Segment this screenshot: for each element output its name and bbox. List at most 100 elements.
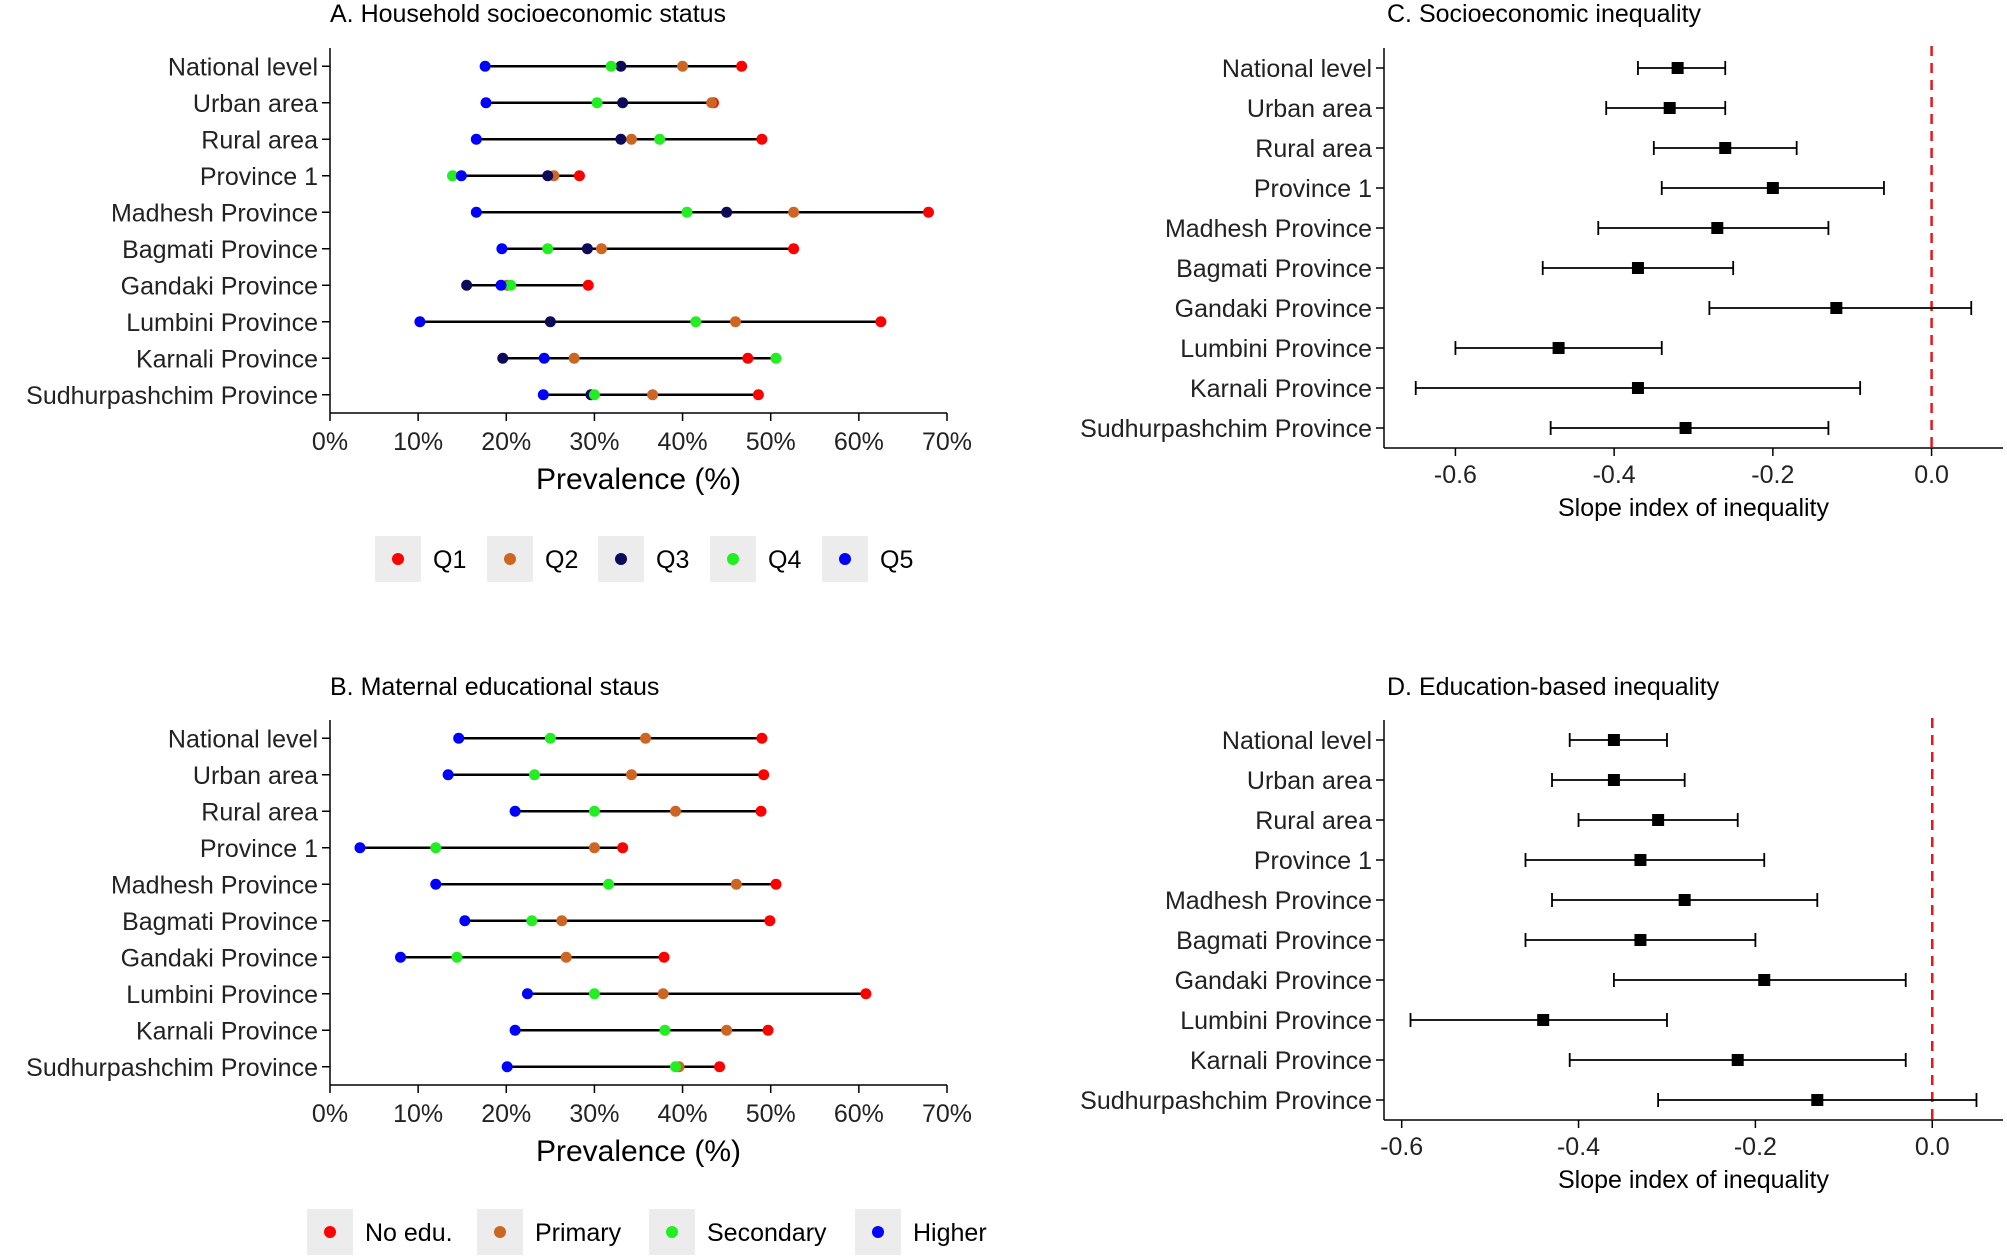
point-higher-rural-area — [509, 805, 521, 817]
estimate-karnali-province — [1731, 1054, 1744, 1066]
point-secondary-province-1 — [430, 842, 442, 854]
point-primary-karnali-province — [721, 1024, 733, 1036]
point-q5-province-1 — [455, 170, 467, 182]
point-higher-national-level — [453, 732, 465, 744]
point-q1-province-1 — [573, 170, 585, 182]
y-tick-label-bagmati-province: Bagmati Province — [1176, 255, 1372, 283]
estimate-madhesh-province — [1678, 894, 1691, 906]
point-q2-rural-area — [625, 133, 637, 145]
y-tick-label-lumbini-province: Lumbini Province — [1180, 335, 1372, 363]
x-tick-label: 50% — [746, 1100, 796, 1128]
point-primary-province-1 — [588, 842, 600, 854]
point-secondary-national-level — [544, 732, 556, 744]
legend-key-higher — [872, 1226, 884, 1238]
point-q4-sudhurpashchim-province — [588, 389, 600, 401]
y-tick-label-province-1: Province 1 — [1254, 847, 1372, 875]
legend-key-q5 — [839, 553, 851, 565]
point-q2-national-level — [677, 60, 689, 72]
estimate-gandaki-province — [1830, 302, 1843, 314]
x-tick-label: -0.4 — [1557, 1133, 1600, 1161]
point-primary-bagmati-province — [556, 915, 568, 927]
point-q1-gandaki-province — [582, 279, 594, 291]
x-tick-label: -0.2 — [1751, 461, 1794, 489]
y-tick-label-province-1: Province 1 — [200, 163, 318, 191]
x-tick-label: 60% — [834, 428, 884, 456]
point-no-edu-gandaki-province — [658, 951, 670, 963]
point-q4-karnali-province — [770, 352, 782, 364]
point-q5-urban-area — [480, 97, 492, 109]
estimate-urban-area — [1607, 774, 1620, 786]
y-tick-label-lumbini-province: Lumbini Province — [126, 309, 318, 337]
point-q1-karnali-province — [742, 352, 754, 364]
legend-key-secondary — [666, 1226, 678, 1238]
point-q5-bagmati-province — [496, 243, 508, 255]
point-no-edu-karnali-province — [762, 1024, 774, 1036]
point-primary-gandaki-province — [560, 951, 572, 963]
point-secondary-lumbini-province — [588, 988, 600, 1000]
point-q2-karnali-province — [568, 352, 580, 364]
legend-label-q2: Q2 — [545, 546, 578, 574]
y-tick-label-rural-area: Rural area — [201, 126, 318, 154]
point-q4-province-1 — [447, 170, 459, 182]
y-tick-label-karnali-province: Karnali Province — [1190, 1047, 1372, 1075]
x-axis-title: Slope index of inequality — [1558, 1166, 1830, 1194]
y-tick-label-karnali-province: Karnali Province — [136, 345, 318, 373]
x-tick-label: 30% — [569, 1100, 619, 1128]
y-tick-label-karnali-province: Karnali Province — [1190, 375, 1372, 403]
point-q3-lumbini-province — [544, 316, 556, 328]
estimate-karnali-province — [1631, 382, 1644, 394]
y-tick-label-national-level: National level — [1222, 55, 1372, 83]
point-primary-rural-area — [670, 805, 682, 817]
legend-label-q1: Q1 — [433, 546, 466, 574]
y-tick-label-urban-area: Urban area — [193, 90, 318, 118]
x-axis-title: Slope index of inequality — [1558, 494, 1830, 522]
y-tick-label-gandaki-province: Gandaki Province — [121, 272, 318, 300]
legend-label-q5: Q5 — [880, 546, 913, 574]
point-no-edu-sudhurpashchim-province — [714, 1061, 726, 1073]
y-tick-label-gandaki-province: Gandaki Province — [121, 944, 318, 972]
point-secondary-madhesh-province — [603, 878, 615, 890]
panel-a: A. Household socioeconomic status Nationa… — [26, 0, 972, 582]
point-q2-sudhurpashchim-province — [647, 389, 659, 401]
point-q5-karnali-province — [538, 352, 550, 364]
point-higher-province-1 — [354, 842, 366, 854]
point-q4-lumbini-province — [690, 316, 702, 328]
point-q2-madhesh-province — [788, 206, 800, 218]
point-q5-madhesh-province — [470, 206, 482, 218]
point-q2-lumbini-province — [729, 316, 741, 328]
y-tick-label-bagmati-province: Bagmati Province — [122, 908, 318, 936]
y-tick-label-national-level: National level — [168, 53, 318, 81]
y-tick-label-gandaki-province: Gandaki Province — [1175, 967, 1372, 995]
point-q4-madhesh-province — [681, 206, 693, 218]
y-tick-label-urban-area: Urban area — [1247, 767, 1372, 795]
point-q5-sudhurpashchim-province — [537, 389, 549, 401]
point-no-edu-madhesh-province — [770, 878, 782, 890]
point-secondary-rural-area — [588, 805, 600, 817]
x-tick-label: 20% — [481, 1100, 531, 1128]
point-secondary-sudhurpashchim-province — [670, 1061, 682, 1073]
point-q3-rural-area — [615, 133, 627, 145]
estimate-province-1 — [1634, 854, 1647, 866]
estimate-rural-area — [1719, 142, 1732, 154]
estimate-bagmati-province — [1634, 934, 1647, 946]
y-tick-label-madhesh-province: Madhesh Province — [111, 871, 318, 899]
point-q5-national-level — [479, 60, 491, 72]
point-q3-madhesh-province — [721, 206, 733, 218]
point-no-edu-bagmati-province — [764, 915, 776, 927]
legend-label-no-edu: No edu. — [365, 1219, 453, 1247]
panel-d: D. Education-based inequality National le… — [1080, 673, 2003, 1194]
legend-label-q4: Q4 — [768, 546, 801, 574]
point-q1-rural-area — [756, 133, 768, 145]
point-q4-gandaki-province — [505, 279, 517, 291]
y-tick-label-madhesh-province: Madhesh Province — [1165, 215, 1372, 243]
legend-label-primary: Primary — [535, 1219, 622, 1247]
legend-key-q2 — [504, 553, 516, 565]
point-q2-bagmati-province — [595, 243, 607, 255]
point-q5-rural-area — [470, 133, 482, 145]
point-q3-karnali-province — [497, 352, 509, 364]
legend-label-secondary: Secondary — [707, 1219, 827, 1247]
point-primary-madhesh-province — [730, 878, 742, 890]
point-q5-gandaki-province — [495, 279, 507, 291]
y-tick-label-madhesh-province: Madhesh Province — [1165, 887, 1372, 915]
point-q1-national-level — [736, 60, 748, 72]
